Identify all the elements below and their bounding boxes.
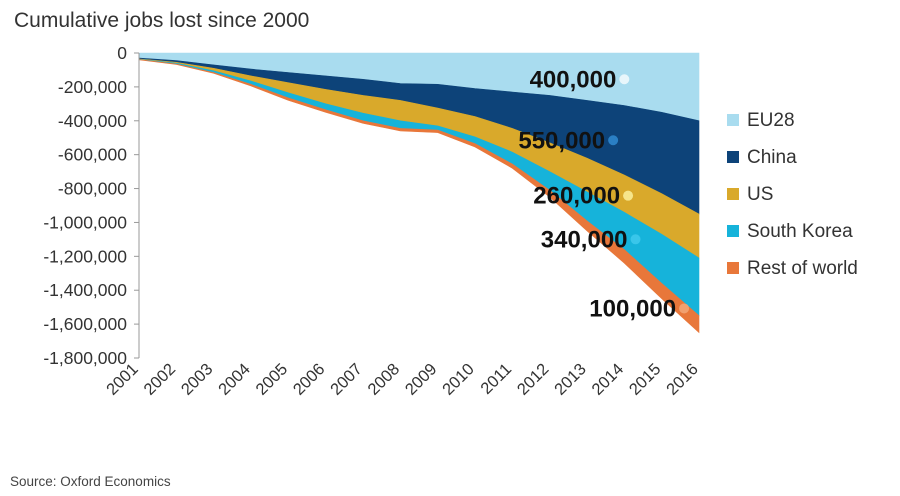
legend-item-china[interactable]: China	[727, 147, 797, 168]
annotation-dot	[623, 190, 634, 201]
legend-label: US	[747, 184, 773, 205]
x-tick-label: 2008	[364, 360, 403, 399]
source-note: Source: Oxford Economics	[10, 474, 171, 489]
x-axis-ticks: 2001200220032004200520062007200820092010…	[103, 360, 702, 399]
x-tick-label: 2016	[663, 360, 702, 399]
x-tick-label: 2004	[215, 360, 254, 399]
annotation-label: 400,000	[530, 66, 617, 93]
x-tick-label: 2015	[626, 360, 665, 399]
legend-swatch	[727, 114, 739, 126]
annotations: 400,000 550,000 260,000 340,000 100,000	[518, 66, 690, 322]
legend-swatch	[727, 188, 739, 200]
annotation-label: 550,000	[518, 127, 605, 154]
x-tick-label: 2002	[140, 360, 179, 399]
y-tick-label: -600,000	[58, 145, 127, 165]
annotation-label: 100,000	[589, 295, 676, 322]
annotation-dot	[619, 74, 630, 85]
x-tick-label: 2014	[588, 360, 627, 399]
x-tick-label: 2006	[290, 360, 329, 399]
annotation-dot	[608, 135, 619, 146]
y-tick-label: -1,600,000	[43, 314, 127, 334]
y-tick-label: -800,000	[58, 179, 127, 199]
y-tick-label: -1,400,000	[43, 280, 127, 300]
legend-swatch	[727, 262, 739, 274]
x-tick-label: 2007	[327, 360, 366, 399]
x-tick-label: 2012	[514, 360, 553, 399]
annotation-label: 260,000	[533, 183, 620, 210]
annotation-dot	[679, 303, 690, 314]
y-tick-label: 0	[117, 43, 127, 63]
legend-label: China	[747, 147, 797, 168]
legend-item-us[interactable]: US	[727, 184, 773, 205]
x-tick-label: 2011	[477, 360, 515, 398]
legend-item-rest-of-world[interactable]: Rest of world	[727, 258, 858, 279]
legend-item-south-korea[interactable]: South Korea	[727, 221, 853, 242]
legend-label: Rest of world	[747, 258, 858, 279]
y-tick-label: -200,000	[58, 77, 127, 97]
x-tick-label: 2009	[402, 360, 441, 399]
y-tick-label: -1,000,000	[43, 212, 127, 232]
legend-swatch	[727, 225, 739, 237]
area-rest-of-world	[138, 59, 700, 334]
y-tick-label: -1,800,000	[43, 348, 127, 368]
chart-title: Cumulative jobs lost since 2000	[14, 9, 309, 32]
legend-swatch	[727, 151, 739, 163]
x-tick-label: 2010	[439, 360, 478, 399]
annotation-dot	[630, 234, 641, 245]
x-tick-label: 2005	[252, 360, 291, 399]
area-layers	[138, 52, 700, 334]
x-tick-label: 2003	[178, 360, 217, 399]
x-tick-label: 2013	[551, 360, 590, 399]
legend-label: South Korea	[747, 221, 853, 242]
legend-item-eu28[interactable]: EU28	[727, 110, 795, 131]
y-tick-label: -400,000	[58, 111, 127, 131]
y-axis-ticks: 0 -200,000 -400,000 -600,000 -800,000 -1,000,…	[43, 43, 139, 368]
legend-label: EU28	[747, 110, 795, 131]
legend[interactable]: EU28 China US South Korea Rest of world	[727, 110, 858, 279]
y-tick-label: -1,200,000	[43, 246, 127, 266]
annotation-label: 340,000	[541, 226, 628, 253]
